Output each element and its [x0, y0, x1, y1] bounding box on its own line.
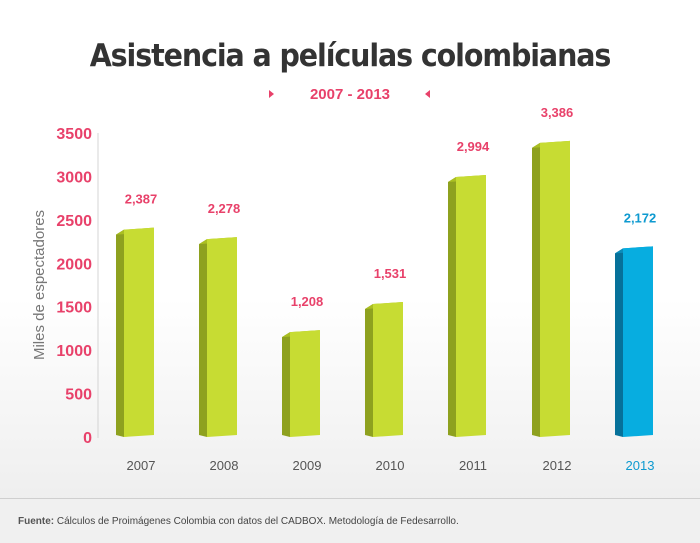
bar — [623, 246, 653, 437]
x-tick-label: 2008 — [210, 458, 239, 473]
bar-value-label: 2,278 — [208, 201, 241, 216]
y-tick-label: 3500 — [56, 126, 92, 143]
y-tick-label: 2000 — [56, 256, 92, 273]
bar — [540, 140, 570, 437]
chart-subtitle: 2007 - 2013 — [309, 86, 391, 103]
bar-value-label: 2,387 — [125, 192, 158, 207]
footer-source: Cálculos de Proimágenes Colombia con dat… — [54, 516, 459, 527]
y-tick-label: 1000 — [56, 343, 92, 360]
bar-side — [448, 176, 456, 437]
bar — [290, 330, 320, 437]
footer-label: Fuente: — [18, 516, 55, 527]
bar-value-label: 2,994 — [457, 139, 490, 154]
y-axis-label: Miles de espectadores — [31, 210, 48, 360]
bar-chart: 0 500 1000 1500 2000 2500 3000 3500 Miles de esp… — [31, 105, 657, 473]
source-footer: Fuente: Cálculos de Proimágenes Colombia… — [0, 498, 700, 543]
bar — [207, 237, 237, 437]
arrow-right-icon — [269, 90, 274, 98]
bar-value-label: 2,172 — [624, 210, 657, 225]
bar-value-label: 1,208 — [291, 294, 324, 309]
y-tick-label: 0 — [83, 430, 92, 447]
bar — [456, 174, 486, 437]
bar-value-label: 1,531 — [374, 266, 407, 281]
y-tick-label: 500 — [65, 387, 92, 404]
x-tick-label: 2011 — [459, 458, 487, 473]
bar-side — [365, 304, 373, 437]
bar — [373, 302, 403, 437]
x-tick-label: 2012 — [543, 458, 572, 473]
bar-side — [116, 229, 124, 437]
bar-side — [199, 239, 207, 437]
bar-side — [532, 142, 540, 437]
x-tick-label: 2010 — [376, 458, 405, 473]
x-tick-label: 2007 — [127, 458, 156, 473]
bar-side — [282, 332, 290, 437]
x-tick-label: 2013 — [626, 458, 655, 473]
arrow-left-icon — [425, 90, 430, 98]
bar-value-label: 3,386 — [541, 105, 574, 120]
y-tick-label: 3000 — [56, 169, 92, 186]
y-tick-label: 1500 — [56, 300, 92, 317]
y-tick-label: 2500 — [56, 213, 92, 230]
bar — [124, 227, 154, 437]
chart-title: Asistencia a películas colombianas — [89, 38, 612, 74]
x-tick-label: 2009 — [293, 458, 322, 473]
subtitle-row: 2007 - 2013 — [0, 86, 700, 106]
footer-text: Fuente: Cálculos de Proimágenes Colombia… — [18, 516, 459, 527]
bar-side — [615, 248, 623, 437]
